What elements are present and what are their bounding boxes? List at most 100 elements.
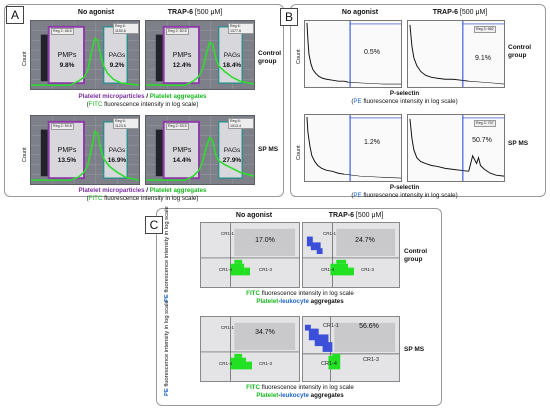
panel-b-col2-agonist: TRAP-6: [432, 9, 458, 16]
panel-b-col2-header: TRAP-6 [500 μM]: [420, 9, 500, 16]
panel-c-caption-bottom-line1: FITC fluorescence intensity in log scale: [200, 384, 400, 391]
panel-b-count-label-bottom: Count: [296, 145, 302, 160]
panel-c-col2-dose: [500 μM]: [355, 212, 384, 219]
panel-a-cap1-pag: Platelet aggregates: [149, 93, 207, 100]
panel-b-caption-top: (PE fluorescence intensity in log scale): [304, 98, 505, 105]
panel-a-cap1-fitc: FITC: [88, 101, 103, 108]
panel-b-group-control-line2: group: [508, 52, 527, 59]
panel-a-plot4-pmp-label: PMPs: [172, 147, 192, 154]
panel-b-cap1-open: (: [351, 98, 354, 105]
panel-a-histogram-4-graphic: [146, 116, 254, 184]
panel-c-cap1-agg: aggregates: [308, 298, 344, 305]
panel-a-plot1-pag-value: 9.2%: [109, 62, 125, 69]
panel-b-xaxis-top: P-selectin: [389, 90, 420, 97]
panel-a-histogram-2-graphic: [146, 21, 254, 89]
panel-a-cap1-pmp: Platelet microparticles: [78, 93, 145, 100]
panel-a-plot2-pag-label: PAGs: [223, 52, 241, 59]
panel-c-plot4-q4: CR1-4: [321, 361, 337, 367]
panel-a-caption-top-line2: (FITC fluorescence intensity in log scal…: [30, 101, 255, 108]
panel-c-scatter-3-graphic: [201, 317, 299, 381]
panel-a-histogram-control-no-agonist: Reg 2: 46.5 Reg 6: 1150.6 PMPs 9.8% PAGs…: [30, 20, 140, 90]
panel-a-cap1-rest: fluorescence intensity in log scale): [102, 101, 199, 108]
panel-a-plot2-reg1: Reg 2: 50.5: [166, 28, 189, 35]
panel-c-scatter-2-graphic: [303, 223, 399, 287]
panel-b-histogram-2-graphic: [409, 21, 504, 87]
panel-b-cap1-rest: fluorescence intensity in log scale): [361, 98, 458, 105]
panel-a-group-control: Control group: [258, 50, 281, 66]
panel-c-plot3-q4: CR1-4: [219, 361, 233, 366]
panel-c-ylabel-bottom-pe: PE: [164, 388, 170, 396]
panel-c-plot2-value: 24.7%: [355, 237, 375, 244]
panel-c-plot1-q3: CR1-3: [259, 267, 273, 272]
panel-a-count-label-top: Count: [22, 51, 28, 66]
panel-a-plot4-reg1: Reg 2: 53.5: [166, 123, 189, 130]
panel-b-histogram-control-trap6: Reg 3: 582 9.1%: [407, 20, 505, 88]
panel-c-plot4-value: 56.6%: [359, 323, 379, 330]
panel-c-col1-header: No agonist: [235, 212, 273, 219]
panel-a-plot3-reg2: Reg 6: 1123.5: [113, 118, 139, 129]
panel-a-cap2-pmp: Platelet microparticles: [78, 187, 145, 194]
panel-b-letter: B: [280, 8, 298, 26]
panel-b-histogram-sp-trap6: Reg 3: 757 50.7%: [407, 114, 505, 182]
panel-b-col1-header: No agonist: [341, 9, 379, 16]
panel-b-histogram-1-graphic: [306, 21, 401, 87]
panel-c-group-control-line2: group: [404, 256, 423, 263]
panel-c-cap1-platelet: Platelet: [256, 298, 279, 305]
panel-a-cap1-open: (: [86, 101, 89, 108]
panel-b-caption-bottom: (PE fluorescence intensity in log scale): [304, 192, 505, 199]
panel-a-cap2-rest: fluorescence intensity in log scale): [102, 195, 199, 202]
panel-c-cap2-rest: fluorescence intensity in log scale: [259, 384, 354, 391]
panel-c-plot2-q1: CR1-1: [323, 231, 337, 236]
panel-c-ylabel-bottom-rest: fluorescence intensity in log scale: [164, 300, 170, 389]
panel-b-cap2-rest: fluorescence intensity in log scale): [361, 192, 458, 199]
panel-b-cap2-open: (: [351, 192, 354, 199]
panel-a-group-sp: SP MS: [258, 146, 279, 153]
panel-a-plot2-reg2: Reg 6: 1377.6: [228, 23, 254, 34]
panel-a-letter: A: [6, 6, 24, 24]
panel-c-col2-agonist: TRAP-6: [328, 212, 354, 219]
panel-b-histogram-sp-no-agonist: 1.2%: [304, 114, 402, 182]
panel-c-scatter-control-no-agonist: CR1-1 CR1-4 CR1-3 17.0%: [200, 222, 300, 288]
panel-a-plot2-pmp-value: 12.4%: [172, 62, 192, 69]
panel-b-plot4-value: 50.7%: [472, 137, 492, 144]
panel-b-cap2-pe: PE: [353, 192, 362, 199]
panel-c-cap2-fitc: FITC: [246, 384, 260, 391]
panel-b-col2-dose: [500 μM]: [459, 9, 488, 16]
panel-a-col2-dose: [500 μM]: [194, 9, 223, 16]
panel-a-plot3-pmp-value: 13.5%: [57, 157, 77, 164]
panel-c-plot2-q4: CR1-4: [321, 267, 335, 272]
panel-a-plot4-reg2: Reg 6: 1013.4: [228, 118, 254, 129]
panel-c-group-sp: SP MS: [404, 346, 425, 353]
panel-c-caption-bottom-line2: Platelet-leukocyte aggregates: [200, 392, 400, 399]
panel-c-cap2-agg: aggregates: [308, 392, 344, 399]
panel-c-ylabel-top-rest: fluorescence intensity in log scale: [164, 206, 170, 295]
panel-a-histogram-3-graphic: [31, 116, 139, 184]
panel-c-cap1-leukocyte: leukocyte: [280, 298, 309, 305]
panel-c-plot3-q1: CR1-1: [221, 325, 235, 330]
panel-a-group-control-line1: Control: [258, 50, 282, 57]
panel-a-caption-bottom-line1: Platelet microparticles / Platelet aggre…: [30, 187, 255, 194]
panel-a-plot1-reg1: Reg 2: 46.5: [51, 28, 74, 35]
panel-b-plot4-reg: Reg 3: 757: [474, 120, 496, 127]
panel-c-caption-top-line2: Platelet-leukocyte aggregates: [200, 298, 400, 305]
panel-a-plot3-pmp-label: PMPs: [57, 147, 77, 154]
panel-b-count-label-top: Count: [296, 49, 302, 64]
panel-c-plot1-q1: CR1-1: [221, 231, 235, 236]
panel-a-plot3-pag-value: 16.9%: [107, 157, 127, 164]
panel-c-scatter-control-trap6: CR1-1 CR1-4 CR1-3 24.7%: [302, 222, 400, 288]
panel-a-cap2-fitc: FITC: [88, 195, 103, 202]
panel-b-xaxis-bottom: P-selectin: [389, 184, 420, 191]
panel-c-plot1-value: 17.0%: [255, 237, 275, 244]
panel-a-cap1-slash: /: [144, 93, 150, 100]
panel-b-group-control-line1: Control: [508, 44, 532, 51]
panel-b-cap1-pe: PE: [353, 98, 362, 105]
panel-c-plot2-q3: CR1-3: [361, 267, 375, 272]
panel-b-plot2-reg: Reg 3: 582: [474, 26, 496, 33]
panel-c-scatter-sp-no-agonist: CR1-1 CR1-4 CR1-3 34.7%: [200, 316, 300, 382]
panel-a-plot2-pmp-label: PMPs: [172, 52, 192, 59]
panel-c-caption-top-line1: FITC fluorescence intensity in log scale: [200, 290, 400, 297]
panel-c-group-control-line1: Control: [404, 248, 428, 255]
panel-a-plot4-pag-label: PAGs: [223, 147, 241, 154]
panel-c-cap2-leukocyte: leukocyte: [280, 392, 309, 399]
panel-a-plot4-pag-value: 27.9%: [222, 157, 242, 164]
